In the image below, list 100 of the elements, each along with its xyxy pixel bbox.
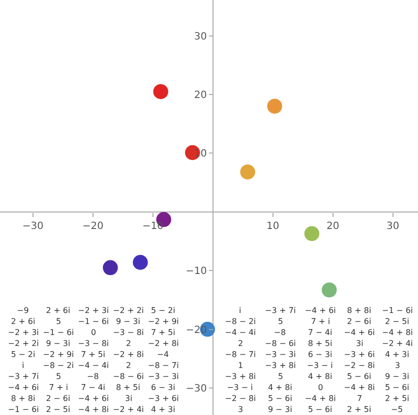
annotation: −3 − 3i: [265, 350, 296, 359]
annotation: 7 − 4i: [81, 383, 106, 392]
annotation: −3 − i: [307, 361, 333, 370]
annotation: −4 + 8i: [78, 405, 109, 414]
point: [240, 164, 256, 180]
annotation: 5 − 6i: [268, 394, 292, 403]
annotation: 6 − 3i: [308, 350, 332, 359]
annotation: −8: [87, 372, 99, 381]
annotation: 5 − 6i: [308, 405, 332, 414]
annotation: 2: [126, 339, 132, 348]
annotation: 0: [91, 328, 96, 337]
annotation: −8 − 7i: [148, 361, 179, 370]
annotation: −3 + 8i: [265, 361, 296, 370]
annotation: 3: [238, 405, 244, 414]
annotation: 2 − 5i: [46, 405, 70, 414]
annotation: 2 − 5i: [385, 317, 410, 326]
annotation: −8 − 6i: [265, 339, 296, 348]
annotation: 2 − 6i: [46, 394, 70, 403]
annotation: −8: [274, 328, 286, 337]
annotation: 3i: [125, 394, 132, 403]
annotation: 8 + 5i: [116, 383, 140, 392]
annotation: 5 − 6i: [385, 383, 410, 392]
annotation: −1 − 6i: [382, 306, 413, 315]
annotation: −2 + 3i: [78, 306, 109, 315]
annotation: 4 + 3i: [385, 350, 410, 359]
point: [153, 84, 168, 100]
x-tick-label: −20: [82, 220, 104, 232]
annotation: 7 + i: [311, 317, 330, 326]
annotation: 4 + 3i: [151, 405, 176, 414]
annotation: −4: [157, 350, 169, 359]
annotation: 2 + 6i: [11, 317, 36, 326]
x-tick-label: −30: [22, 220, 44, 232]
annotation: −2 + 4i: [382, 339, 413, 348]
annotation: −3 + 6i: [148, 394, 179, 403]
annotation: −2 − 8i: [344, 361, 375, 370]
annotation: 6 − 3i: [151, 383, 176, 392]
annotation: −4 − 4i: [225, 328, 256, 337]
annotation: 2 − 6i: [347, 317, 372, 326]
annotation: 7 − 4i: [308, 328, 332, 337]
annotation: −2 + 2i: [113, 306, 144, 315]
annotation: −2 + 3i: [8, 328, 39, 337]
annotation: 2: [238, 339, 244, 348]
annotation: −4 + 6i: [8, 383, 39, 392]
annotation: 8 + 8i: [347, 306, 372, 315]
annotation: 5 − 2i: [11, 350, 36, 359]
annotation: 5 − 6i: [347, 372, 372, 381]
annotation: 5: [56, 372, 62, 381]
annotation: 4 + 8i: [308, 372, 332, 381]
point: [267, 98, 282, 114]
annotation: 2: [126, 361, 132, 370]
y-tick-label: −10: [186, 266, 207, 278]
annotation: 5: [56, 317, 62, 326]
annotation: 5: [278, 372, 284, 381]
annotation: −3 − i: [227, 383, 253, 392]
annotation: −8 − 6i: [113, 372, 144, 381]
annotation: −1 − 6i: [78, 317, 109, 326]
y-tick-label: 30: [194, 31, 207, 42]
y-tick-label: −30: [186, 384, 207, 394]
point: [132, 254, 148, 270]
annotation: 8 + 8i: [11, 394, 36, 403]
annotation: −3 + 7i: [265, 306, 296, 315]
annotation: 5: [278, 317, 284, 326]
annotation: −2 + 4i: [113, 405, 144, 414]
annotation: 9 − 3i: [385, 372, 410, 381]
x-tick-label: −10: [142, 220, 164, 232]
annotation: −8 − 2i: [225, 317, 256, 326]
annotation: 4 + 8i: [268, 383, 292, 392]
annotation: −2 − 8i: [225, 394, 256, 403]
annotation: −1 − 6i: [43, 328, 74, 337]
annotation: 3: [395, 361, 400, 370]
annotation: −8 − 2i: [43, 361, 74, 370]
annotation: 7 + i: [49, 383, 68, 392]
annotation: −4 − 4i: [78, 361, 109, 370]
y-tick-label: 20: [194, 90, 207, 101]
annotation: −3 − 8i: [78, 339, 109, 348]
annotation: 8 + 5i: [308, 339, 332, 348]
annotation: −4 + 8i: [344, 383, 375, 392]
annotation: −4 + 8i: [382, 328, 413, 337]
annotation: 3i: [356, 339, 364, 348]
annotation: −3 + 6i: [344, 350, 375, 359]
annotation: 7 + 5i: [151, 328, 176, 337]
annotation: 7: [357, 394, 362, 403]
annotation: −3 + 8i: [225, 372, 256, 381]
annotation: −2 + 2i: [8, 339, 39, 348]
annotation: −2 + 8i: [113, 350, 144, 359]
point: [102, 260, 118, 276]
annotation: −2 + 9i: [148, 317, 179, 326]
point: [322, 282, 337, 298]
annotation: 9 − 3i: [116, 317, 140, 326]
x-tick-label: 10: [266, 220, 280, 232]
annotation: 0: [318, 383, 324, 392]
annotation: −4 + 6i: [305, 306, 336, 315]
annotation: i: [22, 361, 24, 370]
annotation: 2 + 6i: [46, 306, 70, 315]
annotation: 1: [238, 361, 244, 370]
annotation: −4 + 8i: [305, 394, 336, 403]
annotation: 9 − 3i: [268, 405, 292, 414]
annotation: 2 + 5i: [347, 405, 372, 414]
annotation: −4 + 6i: [344, 328, 375, 337]
annotation: −2 + 9i: [43, 350, 74, 359]
